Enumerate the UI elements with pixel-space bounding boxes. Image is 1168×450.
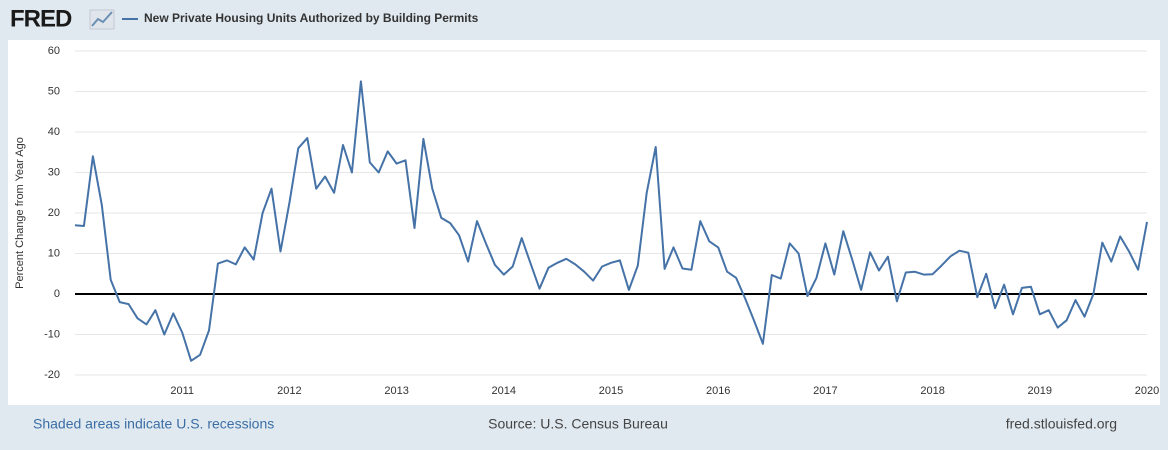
x-tick-label: 2012 [277, 385, 301, 397]
x-tick-label: 2016 [706, 385, 730, 397]
x-tick-label: 2020 [1135, 385, 1159, 397]
y-tick-label: 30 [48, 166, 60, 178]
y-tick-label: -10 [44, 328, 60, 340]
site-link[interactable]: fred.stlouisfed.org [1006, 416, 1117, 432]
source: Source: U.S. Census Bureau [488, 416, 668, 432]
series-line [74, 80, 1148, 362]
legend-label: New Private Housing Units Authorized by … [144, 11, 479, 25]
y-tick-label: 0 [54, 288, 60, 300]
y-tick-label: 10 [48, 247, 60, 259]
plot-background [8, 40, 1160, 405]
x-tick-label: 2011 [170, 385, 194, 397]
logo-icon [89, 9, 115, 30]
x-tick-label: 2014 [492, 385, 516, 397]
y-tick-label: -20 [44, 369, 60, 381]
x-tick-label: 2017 [813, 385, 837, 397]
y-axis-label: Percent Change from Year Ago [14, 137, 26, 289]
recession-note[interactable]: Shaded areas indicate U.S. recessions [33, 416, 274, 432]
y-tick-label: 60 [48, 45, 60, 57]
x-tick-label: 2019 [1028, 385, 1052, 397]
x-tick-label: 2018 [920, 385, 944, 397]
x-tick-label: 2013 [384, 385, 408, 397]
y-tick-label: 20 [48, 207, 60, 219]
logo: FRED [10, 5, 72, 32]
y-tick-label: 40 [48, 126, 60, 138]
x-tick-label: 2015 [599, 385, 623, 397]
y-tick-label: 50 [48, 85, 60, 97]
